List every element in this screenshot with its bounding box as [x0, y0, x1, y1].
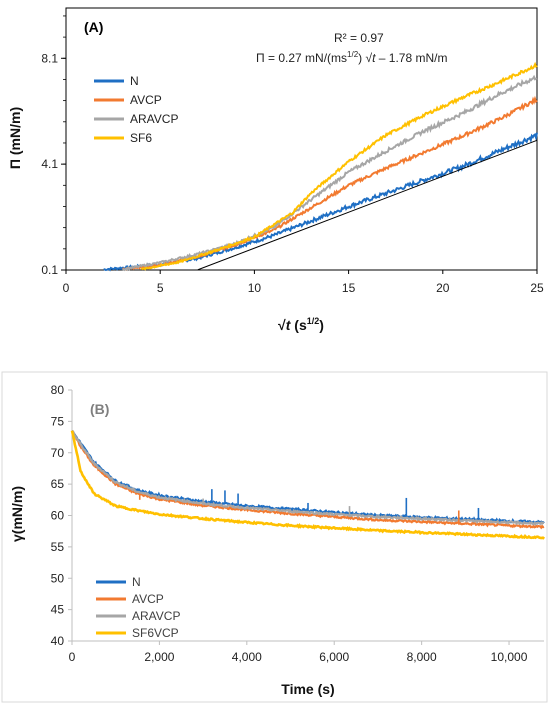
panel-a-fit-line [197, 139, 538, 271]
panel-a-y-tick-label: 0.1 [41, 263, 58, 277]
panel-a-series-lines [103, 61, 538, 272]
panel-b-x-tick-label: 0 [69, 650, 76, 664]
panel-a-x-tick-label: 25 [530, 281, 544, 295]
panel-b-legend-label: N [132, 575, 141, 589]
panel-a-x-ticks: 0 5 10 15 20 25 [63, 270, 544, 295]
x-title-unit-sup: 1/2 [307, 316, 320, 326]
panel-b-y-axis-title: γ(mN/m) [9, 486, 25, 542]
panel-b-x-tick-label: 8,000 [407, 650, 437, 664]
panel-b-series-lines [70, 430, 546, 540]
panel-a-x-tick-label: 0 [63, 281, 70, 295]
fit-annotation-sup: 1/2 [347, 50, 359, 59]
panel-b-label: (B) [90, 401, 109, 417]
panel-b-legend: N AVCP ARAVCP SF6VCP [96, 575, 180, 640]
panel-a-x-axis-title: √t (s1/2) [278, 316, 324, 333]
panel-a-y-ticks: 0.1 4.1 8.1 [41, 15, 66, 277]
panel-a-fit-annotation: Π = 0.27 mN/(ms1/2) √t – 1.78 mN/m [256, 50, 447, 65]
panel-b-x-tick-label: 6,000 [319, 650, 349, 664]
panel-b-y-tick-label: 40 [51, 634, 65, 648]
x-title-prefix: √ [278, 317, 286, 333]
panel-b-x-axis-title: Time (s) [281, 681, 334, 697]
panel-b-series-aravcp-line [71, 430, 545, 527]
x-title-var: t [286, 317, 292, 333]
fit-annotation-part-1: Π = 0.27 mN/(ms [256, 51, 347, 65]
fit-annotation-var: t [372, 51, 376, 65]
panel-b-legend-label: AVCP [132, 592, 164, 606]
x-title-unit-close: ) [319, 317, 324, 333]
panel-a-label: (A) [84, 19, 103, 35]
panel-b-y-ticks: 40 45 50 55 60 65 70 75 80 [51, 383, 73, 648]
panel-a-legend: N AVCP ARAVCP SF6 [94, 74, 178, 145]
panel-b-y-tick-label: 45 [51, 603, 65, 617]
panel-a-x-tick-label: 15 [342, 281, 356, 295]
panel-a-series-sf6-line [140, 61, 538, 271]
panel-b-y-tick-label: 50 [51, 571, 65, 585]
fit-annotation-part-2: ) √ [358, 51, 372, 65]
panel-b-y-tick-label: 60 [51, 509, 65, 523]
panel-b-y-tick-label: 55 [51, 540, 65, 554]
panel-a-legend-label: SF6 [130, 131, 152, 145]
panel-b-legend-label: ARAVCP [132, 609, 180, 623]
panel-a-series-aravcp-line [121, 74, 538, 272]
panel-a-x-tick-label: 20 [436, 281, 450, 295]
panel-b-frame [1, 371, 548, 703]
panel-b-y-tick-label: 70 [51, 446, 65, 460]
panel-a-y-tick-label: 8.1 [41, 51, 58, 65]
panel-a-y-tick-label: 4.1 [41, 157, 58, 171]
panel-a-y-axis-title: Π (mN/m) [7, 107, 23, 169]
panel-b-series-sf6vcp-line [70, 430, 546, 540]
panel-a-legend-label: ARAVCP [130, 112, 178, 126]
panel-a-r2-annotation: R² = 0.97 [334, 31, 384, 45]
panel-b-legend-label: SF6VCP [132, 626, 179, 640]
fit-annotation-part-3: – 1.78 mN/m [375, 51, 447, 65]
panel-a-x-tick-label: 5 [157, 281, 164, 295]
panel-b-series-avcp-line [71, 430, 545, 530]
panel-a-legend-label: AVCP [130, 93, 162, 107]
panel-b-y-tick-label: 80 [51, 383, 65, 397]
panel-b-y-tick-label: 75 [51, 414, 65, 428]
x-title-unit-open: (s [290, 317, 307, 333]
panel-a-legend-label: N [130, 74, 139, 88]
panel-b-x-tick-label: 10,000 [491, 650, 528, 664]
panel-a-x-tick-label: 10 [248, 281, 262, 295]
panel-b-x-tick-label: 4,000 [232, 650, 262, 664]
panel-b-y-tick-label: 65 [51, 477, 65, 491]
panel-b-x-ticks: 0 2,000 4,000 6,000 8,000 10,000 [69, 640, 544, 664]
panel-b-chart: 40 45 50 55 60 65 70 75 80 0 2,000 4,000 6,000 8,000… [1, 371, 548, 703]
panel-b-x-tick-label: 2,000 [144, 650, 174, 664]
panel-a-chart: 0.1 4.1 8.1 0 5 10 15 20 25 (A) R² = 0.97 Π = 0… [7, 7, 544, 333]
